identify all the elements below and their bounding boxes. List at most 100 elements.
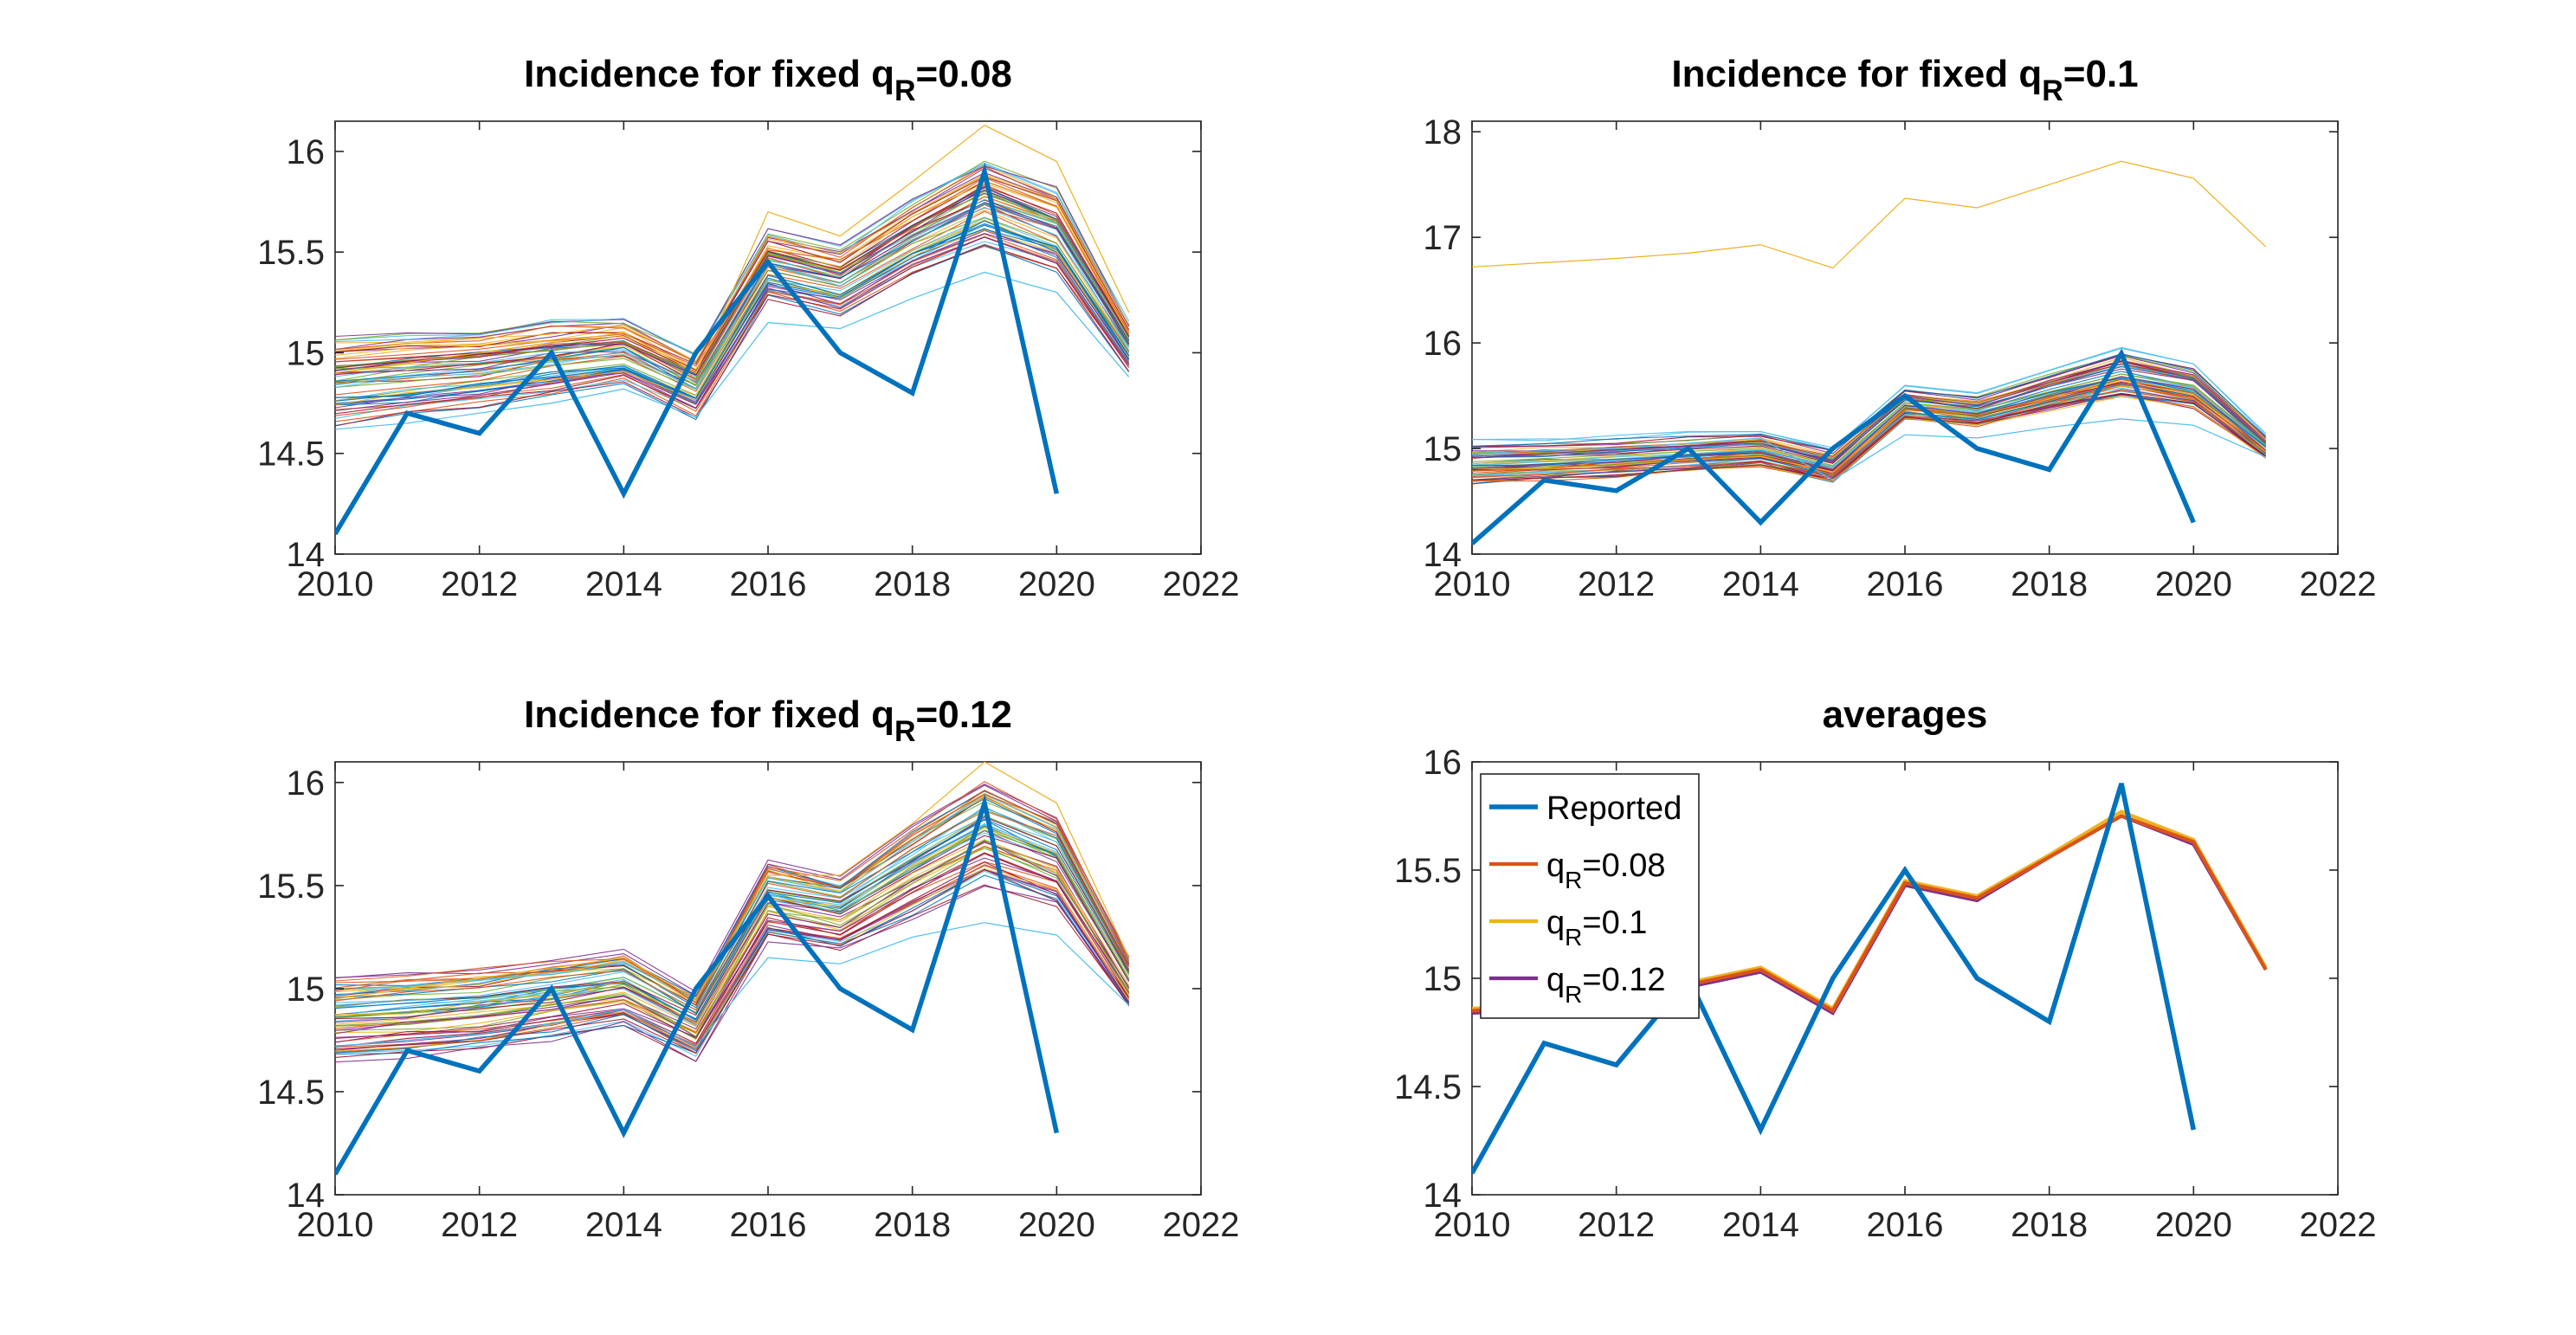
x-tick-label: 2018 [2011,1206,2088,1244]
x-tick-label: 2010 [1434,1206,1511,1244]
chart-title-main: Incidence for fixed q [524,53,894,95]
chart-title-subscript: R [894,74,916,107]
ensemble-line-extreme [335,124,1130,374]
x-tick-label: 2018 [874,565,951,603]
reported-series-line [335,793,1059,1176]
ensemble-line [335,243,1130,427]
data-layer [1472,160,2267,545]
reported-series-line [1472,348,2196,545]
ensemble-line [335,818,1130,1020]
y-tick-label: 16 [1424,744,1462,782]
x-tick-label: 2016 [730,1206,807,1244]
x-tick-label: 2010 [1434,565,1511,603]
ensemble-line [335,206,1130,390]
x-tick-label: 2016 [730,565,807,603]
chart-title-main: Incidence for fixed q [524,693,894,736]
chart-title-suffix: =0.1 [2063,53,2139,95]
y-tick-label: 15.5 [257,867,325,906]
ensemble-line [335,244,1130,427]
ensemble-line [1472,387,2267,476]
legend-label: qR=0.12 [1546,962,1666,1008]
chart-title: Incidence for fixed qR=0.12 [524,693,1012,748]
y-tick-label: 16 [287,764,326,803]
ensemble-line [335,868,1130,1048]
x-tick-label: 2020 [1018,1206,1095,1244]
ensemble-line [335,233,1130,409]
y-tick-label: 16 [287,133,326,171]
ensemble-line [335,810,1130,1011]
x-tick-label: 2016 [1867,1206,1944,1244]
legend-label-subscript: R [1565,981,1582,1008]
chart-title-subscript: R [894,715,916,748]
ensemble-line [335,835,1130,1023]
ensemble-line [1472,390,2267,478]
x-tick-label: 2012 [441,565,518,603]
x-tick-label: 2022 [2300,1206,2377,1244]
x-tick-label: 2016 [1867,565,1944,603]
chart-panel-4: 2010 2012 2014 2016 2018 2020 2022 14 14.5 15 15.5… [1394,693,2376,1244]
chart-title-suffix: =0.12 [916,693,1012,736]
legend-label-subscript: R [1565,867,1582,893]
ensemble-line [335,826,1130,1025]
x-tick-label: 2020 [2155,565,2232,603]
chart-title: Incidence for fixed qR=0.1 [1671,53,2138,107]
chart-title-main: averages [1823,693,1988,736]
ensemble-line [335,193,1130,374]
chart-panel-2: 2010 2012 2014 2016 2018 2020 2022 14 15 16 17 18 In… [1424,53,2377,603]
legend-label-main: q [1546,962,1565,998]
y-tick-label: 18 [1424,113,1462,152]
x-tick-label: 2022 [1163,565,1240,603]
legend-label-suffix: =0.08 [1582,848,1665,884]
y-tick-label: 14.5 [257,435,325,474]
ensemble-line [1472,388,2267,480]
ensemble-line [335,160,1130,355]
ensemble-line-extreme [1472,418,2266,481]
ensemble-line [335,164,1130,357]
ensemble-line [335,823,1130,1022]
ensemble-line [335,202,1130,383]
y-tick-label: 16 [1424,325,1462,363]
y-tick-label: 15 [1424,430,1462,468]
x-tick-label: 2020 [1018,565,1095,603]
y-tick-label: 15 [287,334,326,372]
ensemble-line [335,868,1130,1054]
ensemble-line [335,241,1130,419]
x-tick-label: 2012 [441,1206,518,1244]
x-tick-label: 2014 [585,565,662,603]
x-tick-label: 2018 [2011,565,2088,603]
y-tick-label: 15.5 [1394,852,1462,890]
series-line-reported [1472,783,2197,1175]
chart-panel-3: 2010 2012 2014 2016 2018 2020 2022 14 14.5 15 15.5… [257,693,1239,1244]
y-tick-label: 14.5 [257,1074,325,1112]
ensemble-line-extreme [335,762,1130,1000]
chart-title: averages [1823,693,1988,736]
ensemble-line [335,806,1130,1011]
reported-series-line [335,162,1059,536]
x-tick-label: 2022 [1163,1206,1240,1244]
x-tick-label: 2014 [1722,1206,1799,1244]
ensemble-line [335,173,1130,363]
y-tick-label: 14 [287,1177,326,1215]
chart-title-subscript: R [2042,74,2063,107]
x-tick-label: 2022 [2300,565,2377,603]
legend-label-main: Reported [1546,790,1682,827]
legend-label-main: q [1546,905,1565,941]
legend-label-suffix: =0.1 [1582,905,1647,941]
ensemble-line [335,236,1130,412]
plot-area [1471,120,2339,555]
x-tick-label: 2018 [874,1206,951,1244]
plot-area [334,761,1202,1196]
chart-title-suffix: =0.08 [916,53,1012,95]
ensemble-line [335,874,1130,1055]
x-tick-label: 2014 [1722,565,1799,603]
legend-label-subscript: R [1565,924,1582,951]
ensemble-line [335,781,1130,1002]
chart-title-main: Incidence for fixed q [1671,53,2042,95]
ensemble-line [335,187,1130,377]
y-tick-label: 15.5 [257,234,325,272]
ensemble-line [335,784,1130,993]
legend-label: qR=0.1 [1546,905,1647,951]
ensemble-line [335,198,1130,383]
data-layer [335,124,1130,536]
